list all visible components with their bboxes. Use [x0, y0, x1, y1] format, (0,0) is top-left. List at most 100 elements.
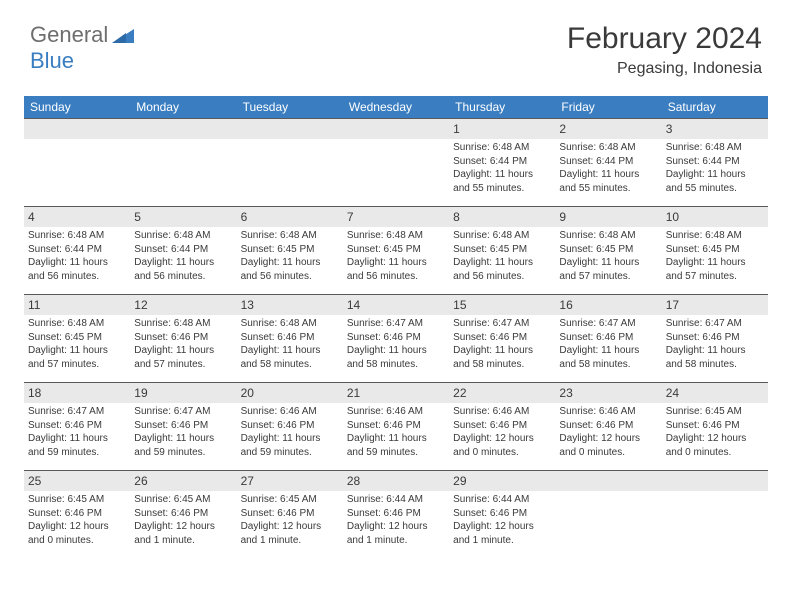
daylight-text: Daylight: 11 hours and 58 minutes.: [666, 344, 764, 371]
day-number: 19: [130, 383, 236, 403]
sunset-text: Sunset: 6:45 PM: [347, 243, 445, 257]
daylight-text: Daylight: 11 hours and 57 minutes.: [666, 256, 764, 283]
calendar-cell: 28Sunrise: 6:44 AMSunset: 6:46 PMDayligh…: [343, 470, 449, 558]
day-number: 11: [24, 295, 130, 315]
sunrise-text: Sunrise: 6:48 AM: [241, 317, 339, 331]
day-number: 27: [237, 471, 343, 491]
daylight-text: Daylight: 11 hours and 59 minutes.: [28, 432, 126, 459]
sunrise-text: Sunrise: 6:48 AM: [666, 141, 764, 155]
daylight-text: Daylight: 11 hours and 58 minutes.: [559, 344, 657, 371]
day-number: 1: [449, 119, 555, 139]
logo-text-general: General: [30, 22, 108, 48]
calendar-cell: 29Sunrise: 6:44 AMSunset: 6:46 PMDayligh…: [449, 470, 555, 558]
daylight-text: Daylight: 11 hours and 59 minutes.: [134, 432, 232, 459]
sunset-text: Sunset: 6:45 PM: [666, 243, 764, 257]
calendar-cell: 2Sunrise: 6:48 AMSunset: 6:44 PMDaylight…: [555, 118, 661, 206]
sunrise-text: Sunrise: 6:46 AM: [559, 405, 657, 419]
sunrise-text: Sunrise: 6:44 AM: [453, 493, 551, 507]
location: Pegasing, Indonesia: [567, 60, 762, 78]
calendar-cell: 27Sunrise: 6:45 AMSunset: 6:46 PMDayligh…: [237, 470, 343, 558]
logo-blue-wrap: Blue: [30, 48, 74, 74]
sunrise-text: Sunrise: 6:48 AM: [28, 317, 126, 331]
day-number-empty: [662, 471, 768, 491]
sunset-text: Sunset: 6:44 PM: [134, 243, 232, 257]
day-number: 24: [662, 383, 768, 403]
daylight-text: Daylight: 11 hours and 59 minutes.: [347, 432, 445, 459]
daylight-text: Daylight: 11 hours and 55 minutes.: [453, 168, 551, 195]
sunrise-text: Sunrise: 6:47 AM: [453, 317, 551, 331]
sunset-text: Sunset: 6:46 PM: [453, 331, 551, 345]
day-number-empty: [343, 119, 449, 139]
sunset-text: Sunset: 6:46 PM: [559, 331, 657, 345]
day-number: 26: [130, 471, 236, 491]
calendar-cell: 26Sunrise: 6:45 AMSunset: 6:46 PMDayligh…: [130, 470, 236, 558]
sunrise-text: Sunrise: 6:46 AM: [453, 405, 551, 419]
day-number-empty: [130, 119, 236, 139]
day-number: 6: [237, 207, 343, 227]
calendar-cell-empty: [237, 118, 343, 206]
daylight-text: Daylight: 11 hours and 55 minutes.: [559, 168, 657, 195]
day-number: 8: [449, 207, 555, 227]
sunset-text: Sunset: 6:46 PM: [241, 507, 339, 521]
calendar-cell-empty: [24, 118, 130, 206]
daylight-text: Daylight: 11 hours and 58 minutes.: [453, 344, 551, 371]
sunset-text: Sunset: 6:44 PM: [666, 155, 764, 169]
calendar-cell: 7Sunrise: 6:48 AMSunset: 6:45 PMDaylight…: [343, 206, 449, 294]
sunrise-text: Sunrise: 6:48 AM: [453, 229, 551, 243]
calendar-cell: 15 Sunrise: 6:47 AMSunset: 6:46 PMDayligh…: [449, 294, 555, 382]
calendar-cell-empty: [662, 470, 768, 558]
sunrise-text: Sunrise: 6:48 AM: [28, 229, 126, 243]
calendar-cell: 3 Sunrise: 6:48 AMSunset: 6:44 PMDaylight…: [662, 118, 768, 206]
daylight-text: Daylight: 11 hours and 59 minutes.: [241, 432, 339, 459]
calendar-cell: 4Sunrise: 6:48 AMSunset: 6:44 PMDaylight…: [24, 206, 130, 294]
day-header: Sunday: [24, 96, 130, 118]
month-title: February 2024: [567, 22, 762, 56]
sunrise-text: Sunrise: 6:48 AM: [347, 229, 445, 243]
calendar-cell: 21Sunrise: 6:46 AMSunset: 6:46 PMDayligh…: [343, 382, 449, 470]
sunset-text: Sunset: 6:46 PM: [347, 507, 445, 521]
day-number: 3: [662, 119, 768, 139]
sunset-text: Sunset: 6:44 PM: [28, 243, 126, 257]
day-number: 15: [449, 295, 555, 315]
day-number: 10: [662, 207, 768, 227]
daylight-text: Daylight: 11 hours and 57 minutes.: [28, 344, 126, 371]
sunset-text: Sunset: 6:45 PM: [28, 331, 126, 345]
sunset-text: Sunset: 6:44 PM: [559, 155, 657, 169]
sunset-text: Sunset: 6:46 PM: [134, 419, 232, 433]
calendar-cell: 17Sunrise: 6:47 AMSunset: 6:46 PMDayligh…: [662, 294, 768, 382]
daylight-text: Daylight: 11 hours and 58 minutes.: [347, 344, 445, 371]
sunrise-text: Sunrise: 6:46 AM: [241, 405, 339, 419]
sunrise-text: Sunrise: 6:48 AM: [559, 141, 657, 155]
day-number: 17: [662, 295, 768, 315]
sunrise-text: Sunrise: 6:44 AM: [347, 493, 445, 507]
day-number-empty: [237, 119, 343, 139]
calendar-grid: SundayMondayTuesdayWednesdayThursdayFrid…: [24, 96, 768, 558]
sunrise-text: Sunrise: 6:48 AM: [134, 317, 232, 331]
sunset-text: Sunset: 6:46 PM: [453, 507, 551, 521]
title-block: February 2024 Pegasing, Indonesia: [567, 22, 762, 78]
daylight-text: Daylight: 11 hours and 55 minutes.: [666, 168, 764, 195]
sunrise-text: Sunrise: 6:47 AM: [347, 317, 445, 331]
sunrise-text: Sunrise: 6:45 AM: [134, 493, 232, 507]
logo: General: [30, 22, 136, 48]
sunset-text: Sunset: 6:46 PM: [666, 419, 764, 433]
day-number: 21: [343, 383, 449, 403]
day-number-empty: [555, 471, 661, 491]
sunset-text: Sunset: 6:46 PM: [453, 419, 551, 433]
calendar-cell: 22Sunrise: 6:46 AMSunset: 6:46 PMDayligh…: [449, 382, 555, 470]
calendar-cell: 16Sunrise: 6:47 AMSunset: 6:46 PMDayligh…: [555, 294, 661, 382]
day-number: 25: [24, 471, 130, 491]
sunrise-text: Sunrise: 6:48 AM: [666, 229, 764, 243]
day-header: Friday: [555, 96, 661, 118]
sunrise-text: Sunrise: 6:45 AM: [28, 493, 126, 507]
day-number: 5: [130, 207, 236, 227]
calendar-cell: 14Sunrise: 6:47 AMSunset: 6:46 PMDayligh…: [343, 294, 449, 382]
day-number: 28: [343, 471, 449, 491]
sunset-text: Sunset: 6:45 PM: [453, 243, 551, 257]
sunset-text: Sunset: 6:46 PM: [241, 331, 339, 345]
calendar-cell: 9Sunrise: 6:48 AMSunset: 6:45 PMDaylight…: [555, 206, 661, 294]
sunset-text: Sunset: 6:46 PM: [347, 419, 445, 433]
calendar-cell-empty: [130, 118, 236, 206]
sunrise-text: Sunrise: 6:47 AM: [559, 317, 657, 331]
calendar-cell: 19Sunrise: 6:47 AMSunset: 6:46 PMDayligh…: [130, 382, 236, 470]
